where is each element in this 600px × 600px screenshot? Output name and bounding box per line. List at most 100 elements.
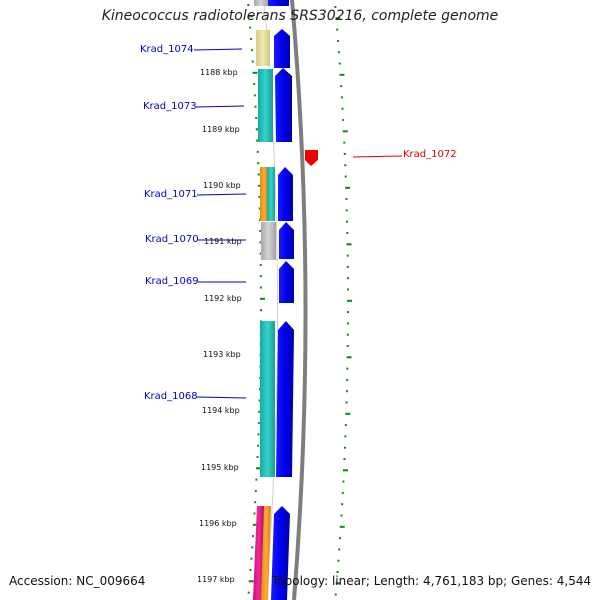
backbone-outer [290,0,308,600]
cog-block-top-partial [254,0,268,6]
gene-label-krad-1072[interactable]: Krad_1072 [403,149,457,160]
inner-tick [259,263,262,266]
gene-label-krad-1070[interactable]: Krad_1070 [145,234,199,245]
gene-label-krad-1069[interactable]: Krad_1069 [145,276,199,287]
inner-tick [259,286,262,289]
outer-tick [346,277,349,280]
inner-tick [253,512,256,515]
outer-tick [335,582,341,585]
outer-tick [345,198,348,201]
tick-label-1193: 1193 kbp [203,350,241,359]
outer-tick [341,503,344,506]
outer-tick [345,186,351,189]
inner-tick [256,139,259,142]
inner-tick [258,196,261,199]
outer-tick [346,345,349,347]
gene-arrow-top-partial [268,0,289,6]
inner-tick [253,94,256,97]
inner-tick [253,83,256,86]
outer-tick [346,299,352,302]
inner-tick [257,433,260,436]
outer-tick [344,175,347,178]
outer-tick [346,311,349,314]
outer-tick [340,96,343,99]
gene-arrow-krad-1069 [279,261,294,303]
gene-label-krad-1071[interactable]: Krad_1071 [144,189,198,200]
gene-label-krad-1074[interactable]: Krad_1074 [140,44,194,55]
inner-tick [256,150,259,153]
inner-tick [257,173,260,176]
outer-tick [346,243,352,246]
tick-label-1196: 1196 kbp [199,519,237,528]
inner-tick [259,309,262,312]
gene-label-krad-1073[interactable]: Krad_1073 [143,101,197,112]
outer-tick [342,469,348,472]
outer-tick [346,265,349,268]
outer-tick [346,254,349,257]
outer-tick [346,220,349,223]
outer-tick [343,446,346,449]
outer-tick [337,39,340,42]
genome-title: Kineococcus radiotolerans SRS30216, comp… [101,8,499,24]
outer-tick [339,525,345,528]
inner-tick [248,15,254,18]
outer-tick [344,435,347,438]
tick-label-1188: 1188 kbp [200,68,238,77]
outer-tick [336,571,339,573]
cog-block-1074 [256,30,270,66]
tick-label-1190: 1190 kbp [203,181,241,190]
inner-tick [251,546,254,549]
outer-tick [345,412,351,415]
inner-tick [259,297,265,300]
outer-tick [340,85,343,88]
outer-tick [338,548,341,551]
outer-tick [339,537,342,540]
tick-label-1195: 1195 kbp [201,463,239,472]
outer-tick [346,232,349,234]
inner-tick [248,580,254,583]
outer-tick [345,209,348,212]
tick-label-1192: 1192 kbp [204,294,242,303]
leader-krad-1074 [193,48,243,51]
inner-tick [249,26,252,29]
cog-block-1068 [260,321,275,477]
cog-block-1071-cyan [267,167,275,221]
outer-tick [337,559,340,562]
outer-tick [341,491,344,494]
inner-tick [252,71,258,74]
outer-tick [345,401,348,404]
inner-tick [255,117,258,119]
tick-label-1194: 1194 kbp [202,406,240,415]
inner-tick [247,4,250,6]
cog-block-bottom-magenta [253,506,264,600]
cog-block-1070 [261,222,276,260]
cog-block-1073 [258,69,273,142]
gene-arrow-krad-1071 [278,167,293,221]
outer-tick [338,62,341,65]
outer-tick [346,356,352,359]
tick-label-1189: 1189 kbp [202,125,240,134]
outer-tick [346,333,349,336]
tick-label-1191: 1191 kbp [204,237,242,246]
cog-block-bottom-orange [261,506,271,600]
gene-arrow-krad-1068 [276,321,294,477]
inner-tick [257,422,260,425]
leader-krad-1068 [196,396,247,399]
gene-arrow-krad-1072 [305,150,318,166]
outer-tick [346,288,349,291]
inner-tick [254,105,257,108]
inner-tick [255,478,258,481]
outer-tick [335,17,341,20]
outer-tick [339,73,345,76]
outer-tick [337,51,340,54]
inner-tick [259,252,262,255]
outer-tick [334,593,337,596]
inner-tick [254,489,257,492]
inner-tick [247,591,250,594]
genome-summary-text: Topology: linear; Length: 4,761,183 bp; … [272,574,592,588]
outer-tick [344,424,347,427]
outer-tick [343,141,346,144]
inner-tick [256,456,259,458]
inner-tick [249,569,252,571]
gene-label-krad-1068[interactable]: Krad_1068 [144,391,198,402]
